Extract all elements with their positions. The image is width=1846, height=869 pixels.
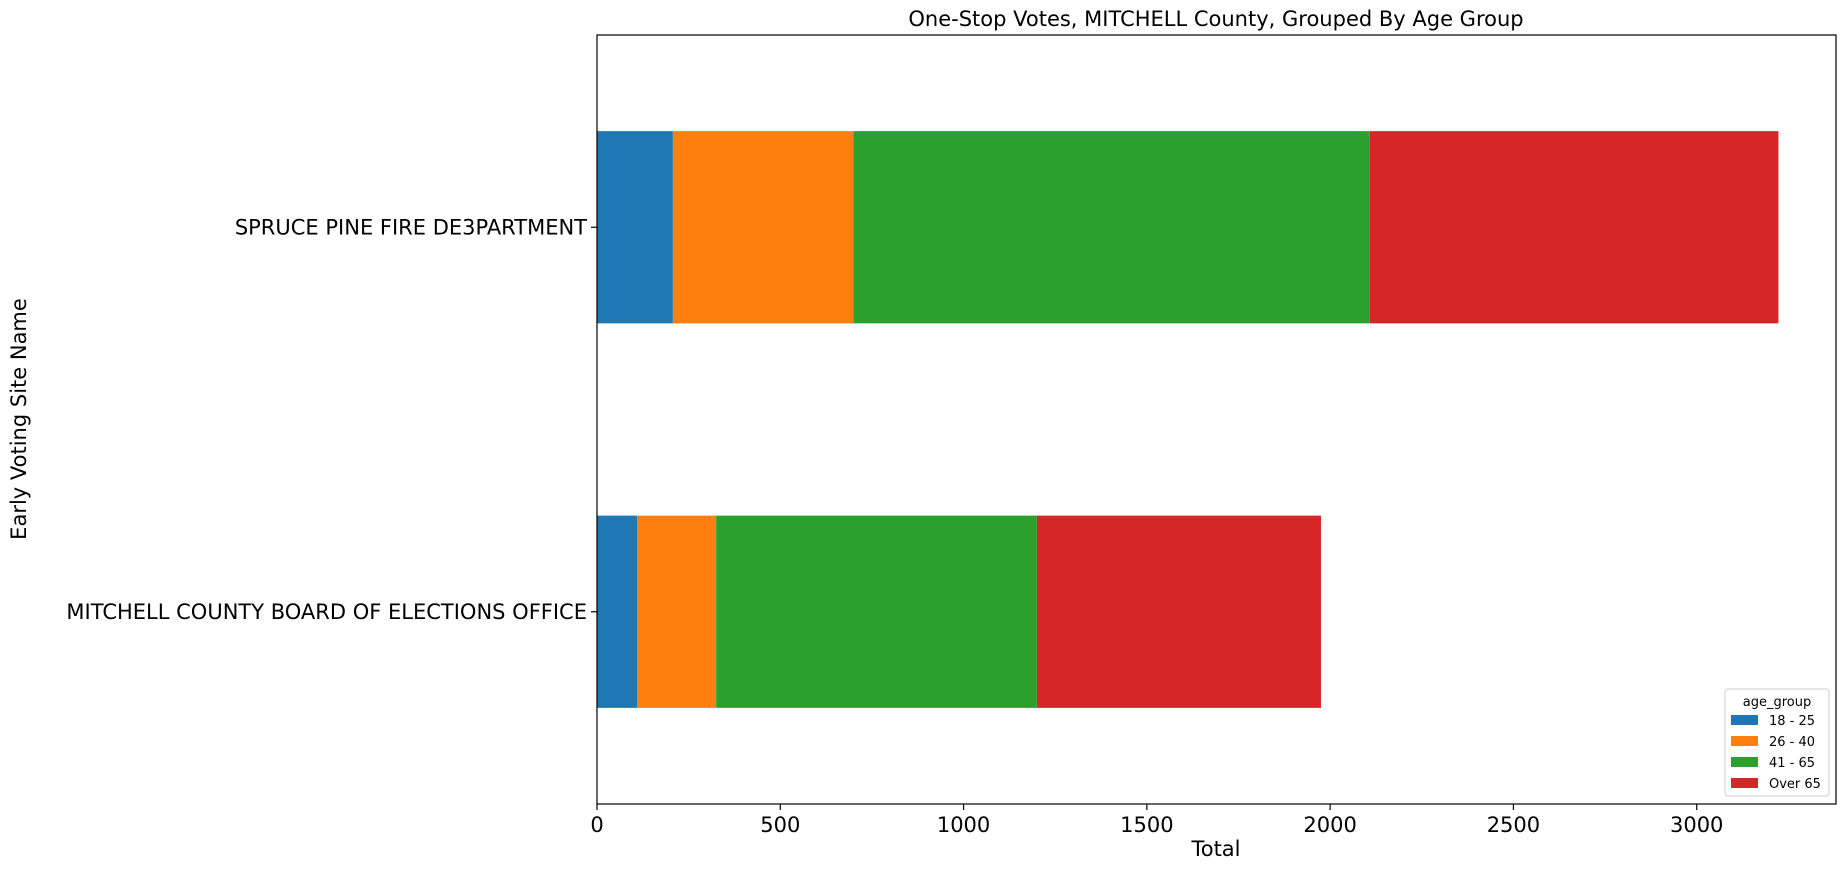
x-tick-label: 3000: [1670, 813, 1723, 837]
bars-layer: [597, 131, 1779, 708]
x-ticks-layer: 0 500 1000 1500 2000 2500 3000: [590, 804, 1723, 837]
y-tick-label: SPRUCE PINE FIRE DE3PARTMENT: [235, 215, 587, 239]
y-axis-label: Early Voting Site Name: [7, 298, 31, 540]
legend-swatch: [1731, 736, 1758, 746]
bar-segment-41-65-0: [716, 515, 1037, 708]
legend: age_group 18 - 25 26 - 40 41 - 65 Over 65: [1724, 688, 1830, 797]
legend-swatch: [1731, 757, 1758, 767]
bar-segment-over65-0: [1036, 515, 1321, 708]
chart-title: One-Stop Votes, MITCHELL County, Grouped…: [908, 7, 1523, 31]
legend-label: 18 - 25: [1769, 714, 1815, 729]
bar-segment-over65-1: [1369, 131, 1779, 324]
legend-label: 41 - 65: [1769, 756, 1815, 771]
bar-segment-18-25-0: [597, 515, 638, 708]
y-tick-label: MITCHELL COUNTY BOARD OF ELECTIONS OFFIC…: [66, 600, 587, 624]
bar-segment-26-40-1: [672, 131, 854, 324]
plot-frame: [596, 34, 1837, 805]
legend-swatch: [1731, 715, 1758, 725]
x-tick-label: 500: [760, 813, 800, 837]
legend-title: age_group: [1743, 695, 1811, 710]
x-tick-label: 2000: [1303, 813, 1356, 837]
legend-swatch: [1731, 778, 1758, 788]
bar-segment-18-25-1: [597, 131, 673, 324]
y-ticks-layer: MITCHELL COUNTY BOARD OF ELECTIONS OFFIC…: [66, 215, 597, 624]
bar-segment-41-65-1: [853, 131, 1370, 324]
legend-label: Over 65: [1769, 777, 1821, 792]
x-axis-label: Total: [1190, 837, 1240, 861]
x-tick-label: 1000: [937, 813, 990, 837]
bar-segment-26-40-0: [637, 515, 717, 708]
x-tick-label: 0: [590, 813, 603, 837]
x-tick-label: 1500: [1120, 813, 1173, 837]
legend-label: 26 - 40: [1769, 735, 1815, 750]
x-tick-label: 2500: [1487, 813, 1540, 837]
